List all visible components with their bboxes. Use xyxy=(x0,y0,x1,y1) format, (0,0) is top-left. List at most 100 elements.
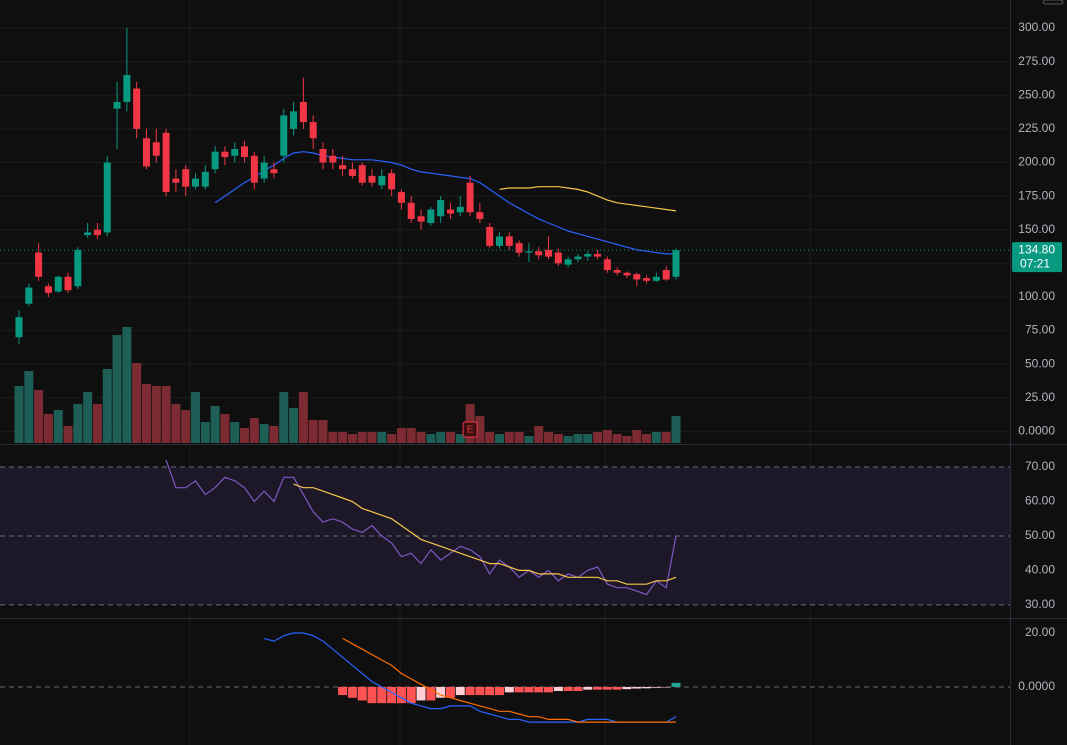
y-tick-label: 75.00 xyxy=(1025,323,1055,337)
y-tick-label: 30.00 xyxy=(1025,597,1055,611)
volume-bar xyxy=(494,434,504,443)
macd-histogram-bar xyxy=(338,686,348,696)
volume-bar xyxy=(14,386,24,443)
pane-control[interactable] xyxy=(1042,0,1064,5)
candle-body xyxy=(437,200,445,217)
candle-body xyxy=(211,151,219,170)
candle-body xyxy=(407,202,415,219)
indicator-line xyxy=(263,632,677,723)
volume-bar xyxy=(632,430,642,443)
candle-body xyxy=(152,142,160,156)
macd-histogram-bar xyxy=(612,686,622,690)
countdown-label: 07:21 xyxy=(1020,256,1050,270)
pane: 0.0000 20.00 xyxy=(0,625,1055,723)
y-tick-label: 40.00 xyxy=(1025,563,1055,577)
y-tick-label: 200.00 xyxy=(1018,155,1055,169)
macd-histogram-bar xyxy=(416,686,426,701)
candle-body xyxy=(221,151,229,158)
macd-histogram-bar xyxy=(651,686,661,688)
candle-body xyxy=(25,287,33,304)
volume-bar xyxy=(622,436,632,443)
volume-bar xyxy=(573,434,583,443)
volume-bar xyxy=(298,392,308,443)
volume-bar xyxy=(445,432,455,443)
volume-bar xyxy=(514,432,524,443)
macd-histogram-bar xyxy=(602,686,612,690)
volume-bar xyxy=(24,371,34,443)
candle-body xyxy=(554,252,562,264)
volume-bar xyxy=(151,386,161,443)
volume-bar xyxy=(367,432,377,443)
y-tick-label: 100.00 xyxy=(1018,289,1055,303)
macd-histogram-bar xyxy=(593,686,603,690)
y-tick-label: 275.00 xyxy=(1018,54,1055,68)
volume-bar xyxy=(328,432,338,443)
macd-histogram-bar xyxy=(514,686,524,693)
macd-histogram-bar xyxy=(445,686,455,698)
macd-histogram-bar xyxy=(524,686,534,693)
volume-bar xyxy=(426,434,436,443)
candle-body xyxy=(495,236,503,246)
candle-body xyxy=(368,175,376,183)
candle-body xyxy=(113,101,121,109)
indicator-line xyxy=(165,459,677,596)
candle-body xyxy=(123,75,131,102)
volume-bar xyxy=(289,408,299,443)
volume-bar xyxy=(191,392,201,443)
y-tick-label: 0.0000 xyxy=(1018,679,1055,693)
candle-body xyxy=(142,138,150,167)
indicator-line xyxy=(342,637,676,723)
candle-body xyxy=(574,256,582,260)
candle-body xyxy=(270,169,278,174)
volume-bar xyxy=(416,432,426,443)
candle-body xyxy=(290,111,298,129)
candle-body xyxy=(192,178,200,187)
y-tick-label: 50.00 xyxy=(1025,528,1055,542)
volume-bar xyxy=(436,432,446,443)
last-price-box xyxy=(1012,242,1062,273)
volume-bar xyxy=(279,392,289,443)
candle-body xyxy=(378,175,386,186)
earnings-label: E xyxy=(467,425,474,436)
volume-bar xyxy=(553,434,563,443)
y-tick-label: 225.00 xyxy=(1018,121,1055,135)
macd-histogram-bar xyxy=(347,686,357,698)
candle-body xyxy=(427,209,435,223)
volume-bar xyxy=(338,432,348,443)
volume-bar xyxy=(102,369,112,443)
volume-bar xyxy=(387,434,397,443)
candle-body xyxy=(172,178,180,183)
volume-bar xyxy=(396,428,406,443)
macd-histogram-bar xyxy=(632,686,642,689)
y-tick-label: 0.0000 xyxy=(1018,424,1055,438)
volume-bar xyxy=(132,363,142,443)
volume-bar xyxy=(612,434,622,443)
candle-body xyxy=(603,259,611,271)
volume-bar xyxy=(210,406,220,443)
candle-body xyxy=(348,169,356,176)
candle-body xyxy=(133,88,141,129)
volume-bar xyxy=(43,414,53,443)
candle-body xyxy=(505,236,513,246)
candle-body xyxy=(466,182,474,213)
pane: 30.00 40.00 50.00 60.00 70.00 xyxy=(0,459,1055,611)
volume-bar xyxy=(34,390,44,443)
macd-histogram-bar xyxy=(544,686,554,693)
volume-bar xyxy=(122,327,132,443)
candle-body xyxy=(44,286,52,293)
y-tick-label: 20.00 xyxy=(1025,625,1055,639)
candle-body xyxy=(339,165,347,170)
candle-body xyxy=(54,276,62,292)
candle-body xyxy=(594,253,602,257)
volume-bar xyxy=(534,426,544,443)
candle-body xyxy=(397,192,405,203)
macd-histogram-bar xyxy=(534,686,544,693)
macd-histogram-bar xyxy=(465,686,475,696)
macd-histogram-bar xyxy=(396,686,406,704)
volume-bar xyxy=(475,416,485,443)
macd-histogram-bar xyxy=(642,686,652,689)
volume-bar xyxy=(318,420,328,443)
candle-body xyxy=(584,253,592,257)
candle-body xyxy=(103,162,111,233)
volume-bar xyxy=(563,436,573,443)
